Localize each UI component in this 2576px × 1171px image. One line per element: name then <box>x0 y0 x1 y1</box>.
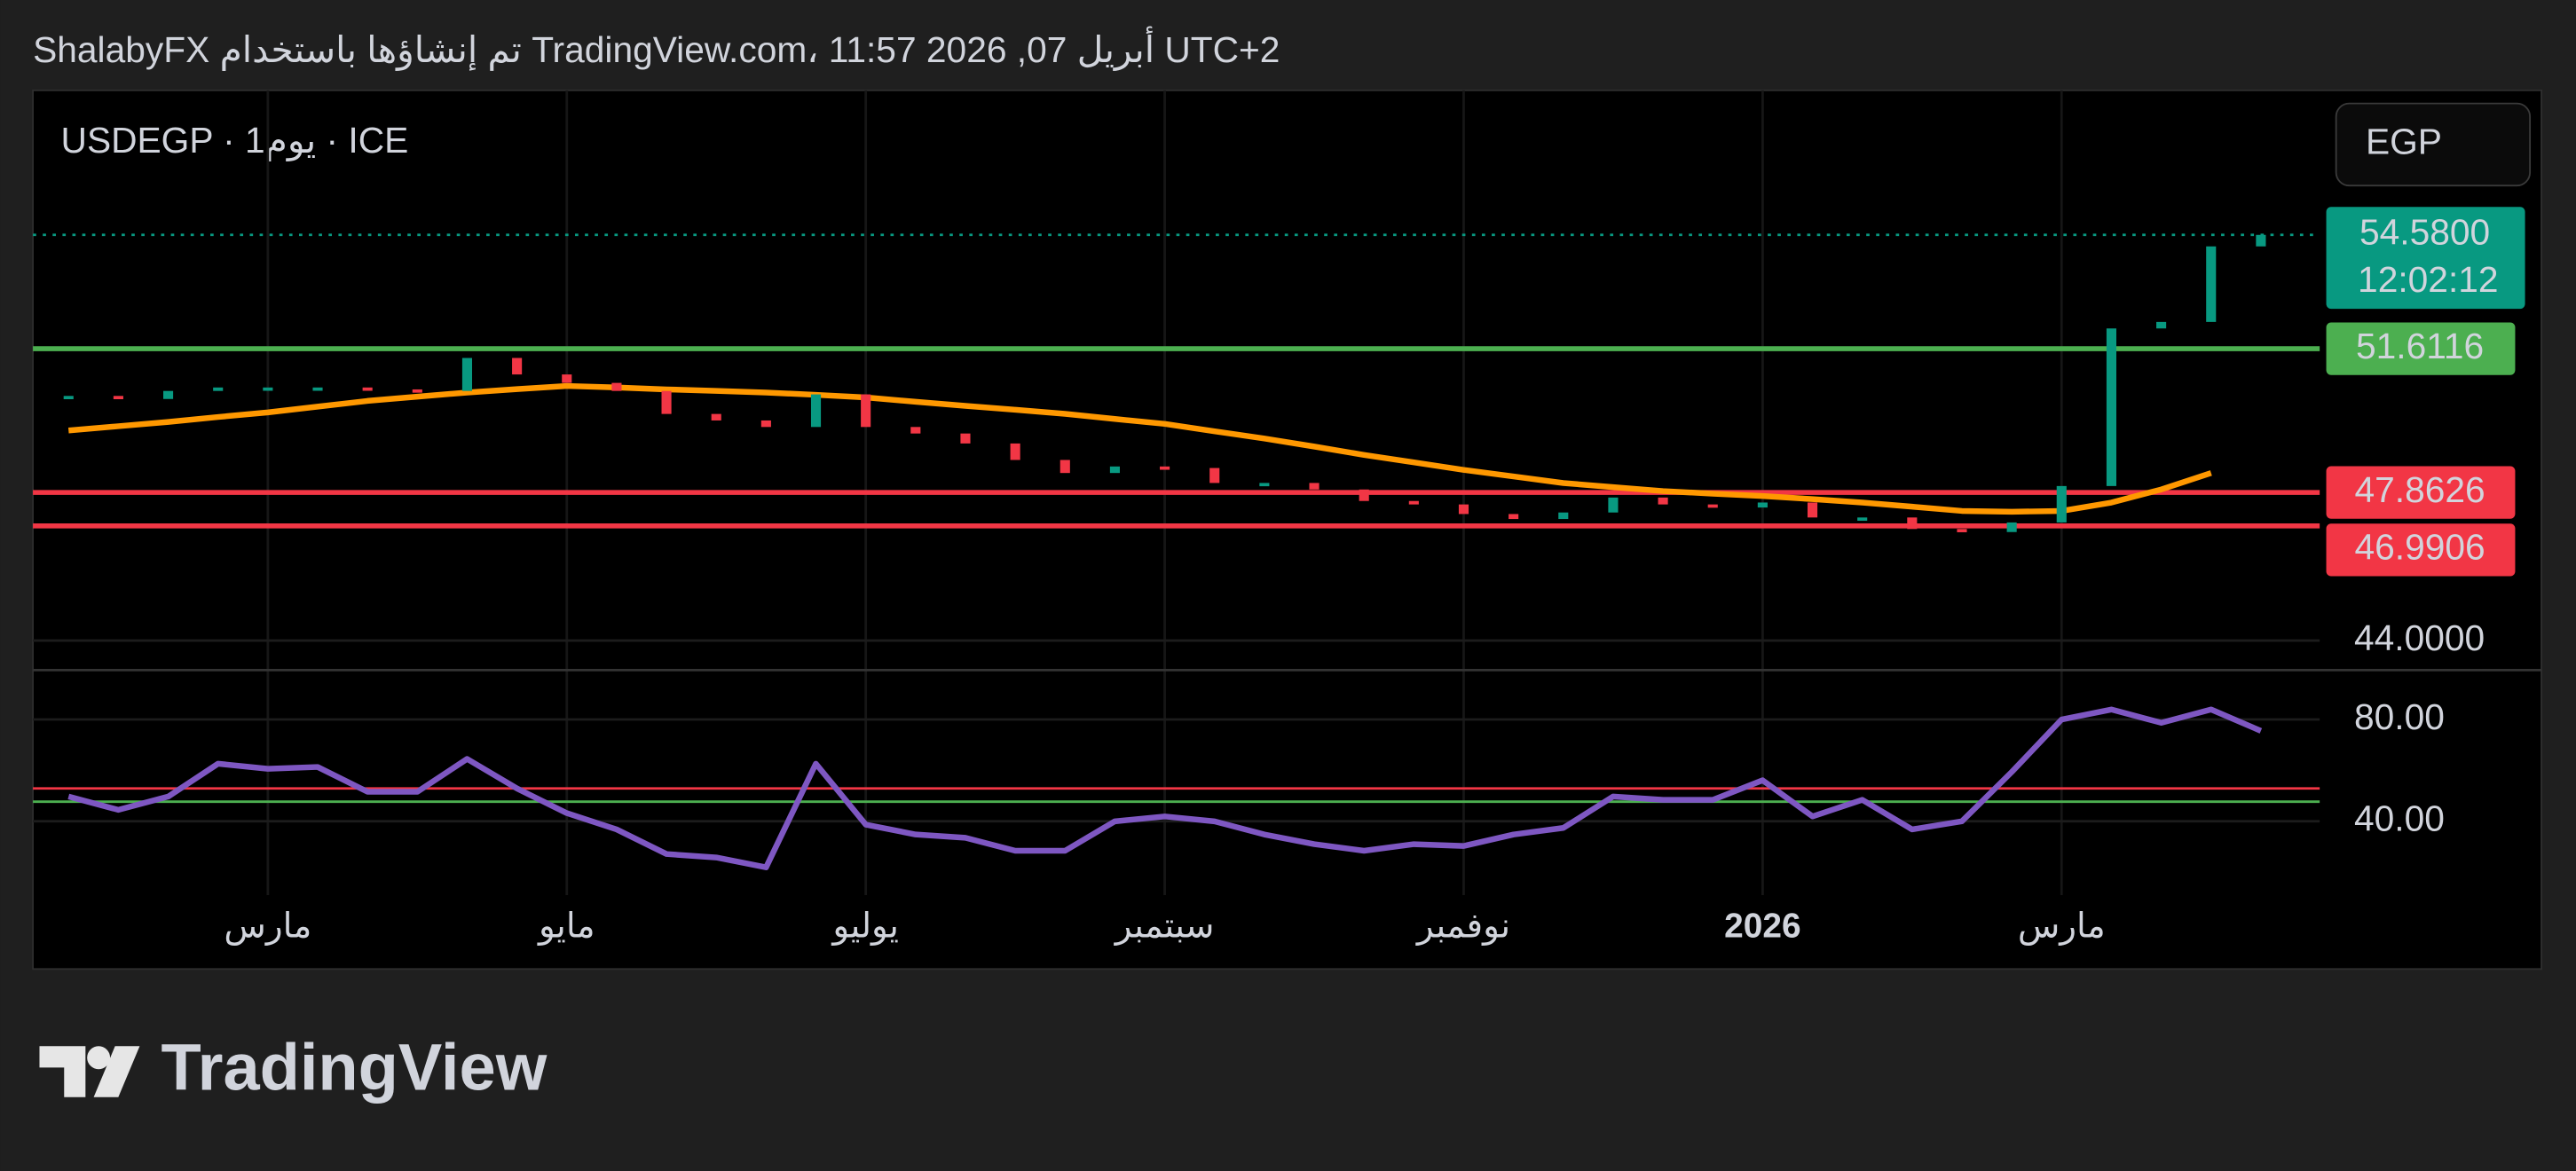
y-tick-label: 80.00 <box>2354 696 2445 737</box>
x-tick-label: 2026 <box>1724 907 1800 945</box>
candle <box>861 394 871 428</box>
candle <box>910 427 921 434</box>
moving-average <box>67 382 2212 515</box>
candle <box>362 387 373 391</box>
candle <box>1109 466 1120 474</box>
candle <box>661 390 672 414</box>
last-price-box <box>2326 207 2525 310</box>
level-label-box <box>2326 466 2516 519</box>
candle <box>163 390 174 399</box>
candle <box>412 389 422 393</box>
x-tick-label: مارس <box>224 907 311 945</box>
logo-icon <box>39 1046 140 1097</box>
level-label-box <box>2326 523 2516 577</box>
candle <box>2006 522 2017 532</box>
level-label: 51.6116 <box>2356 326 2484 366</box>
candle <box>263 387 273 391</box>
candle <box>1707 504 1718 508</box>
candle <box>312 387 323 391</box>
candle <box>63 396 74 400</box>
candle <box>1509 514 1519 520</box>
candle <box>2156 321 2167 329</box>
x-tick-label: نوفمبر <box>1415 907 1510 946</box>
x-tick-label: يوليو <box>831 907 899 946</box>
candle <box>1957 529 1967 532</box>
candle <box>1060 460 1070 474</box>
level-label: 47.8626 <box>2354 469 2485 510</box>
candle <box>1658 497 1668 505</box>
symbol-label: USDEGP · 1يوم · ICE <box>61 120 409 161</box>
candle <box>760 420 771 428</box>
candle <box>1259 483 1270 487</box>
candle <box>1359 489 1369 501</box>
candle <box>1160 466 1170 470</box>
plot: مارس مايو يوليو سبتمبر نوفمبر 2026 مارس 44.0000… <box>33 90 2542 946</box>
y-tick-label: 44.0000 <box>2354 617 2485 658</box>
chart-panel <box>32 89 2542 971</box>
rsi-line <box>67 706 2263 870</box>
candle <box>960 433 971 444</box>
logo-text: TradingView <box>161 1030 547 1104</box>
header: ShalabyFX تم إنشاؤها باستخدام TradingVie… <box>33 26 1280 71</box>
candle <box>1458 504 1469 515</box>
currency-button[interactable] <box>2335 102 2532 187</box>
countdown: 12:02:12 <box>2358 259 2499 300</box>
candle <box>1907 517 1918 530</box>
candle <box>113 396 123 400</box>
candle <box>1608 497 1619 513</box>
candle <box>1807 502 1818 518</box>
candle <box>2106 328 2116 486</box>
candle <box>611 382 622 391</box>
candle <box>1757 502 1768 508</box>
last-price-label: 54.5800 <box>2359 212 2490 253</box>
x-tick-label: سبتمبر <box>1114 907 1215 946</box>
candle <box>810 394 822 428</box>
level-label: 46.9906 <box>2354 527 2485 568</box>
candle <box>461 358 473 391</box>
candle <box>711 413 721 420</box>
candle <box>1558 512 1569 520</box>
x-tick-label: مارس <box>2018 907 2106 945</box>
candle <box>2206 246 2217 322</box>
candle <box>562 374 572 383</box>
candle <box>512 358 523 375</box>
candle <box>2256 234 2266 247</box>
currency[interactable]: EGP <box>2366 122 2442 162</box>
y-tick-label: 40.00 <box>2354 798 2445 839</box>
candle <box>1309 483 1320 490</box>
x-tick-label: مايو <box>537 907 595 946</box>
candle <box>1408 500 1419 505</box>
candle <box>213 387 224 391</box>
candle <box>2056 485 2067 523</box>
candle <box>1209 468 1220 483</box>
level-label-box <box>2326 322 2516 375</box>
candle <box>1857 517 1868 522</box>
candle <box>1010 443 1020 460</box>
